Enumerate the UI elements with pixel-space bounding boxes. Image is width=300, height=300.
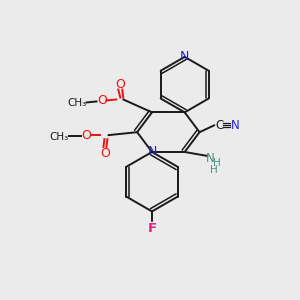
Text: N: N (231, 119, 240, 132)
Text: O: O (98, 94, 107, 107)
Text: N: N (206, 152, 215, 165)
Text: H: H (214, 158, 221, 168)
Text: CH₃: CH₃ (67, 98, 86, 108)
Text: CH₃: CH₃ (49, 132, 68, 142)
Text: O: O (100, 148, 110, 160)
Text: N: N (180, 50, 189, 63)
Text: F: F (147, 222, 157, 235)
Text: N: N (147, 146, 157, 158)
Text: O: O (82, 129, 92, 142)
Text: H: H (209, 165, 217, 175)
Text: C: C (215, 119, 224, 132)
Text: O: O (115, 78, 125, 91)
